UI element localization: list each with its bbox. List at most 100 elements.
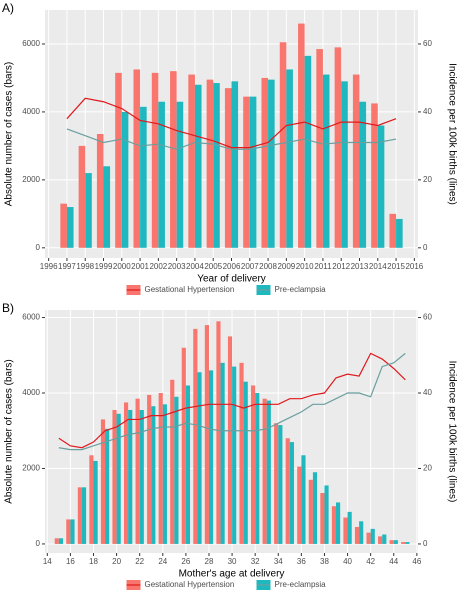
bar <box>176 101 184 248</box>
x-tick-label: 2010 <box>296 262 314 271</box>
bar <box>297 466 302 544</box>
bar <box>227 336 233 544</box>
legend-label: Gestational Hypertension <box>145 580 235 589</box>
bar <box>128 409 133 544</box>
x-axis-title: Year of delivery <box>197 274 266 285</box>
bar <box>243 96 250 248</box>
y-tick-label: 6000 <box>22 313 40 322</box>
y2-tick-label: 40 <box>423 388 432 397</box>
x-tick-label: 2004 <box>186 262 204 271</box>
bar <box>286 69 293 248</box>
y-axis-title: Absolute number of cases (bars) <box>4 62 15 207</box>
x-tick-label: 1997 <box>58 262 76 271</box>
bar <box>261 77 269 248</box>
bar <box>232 366 237 544</box>
bar <box>289 442 294 544</box>
bar <box>123 402 129 544</box>
x-axis-title: Mother's age at delivery <box>179 569 285 580</box>
x-tick-label: 2012 <box>332 262 350 271</box>
x-tick-label: 1999 <box>95 262 113 271</box>
bar <box>320 493 325 544</box>
bar <box>382 534 387 544</box>
bar <box>206 79 214 248</box>
bar <box>341 81 348 248</box>
bar <box>389 540 394 544</box>
bar <box>100 419 106 544</box>
x-tick-label: 2014 <box>369 262 387 271</box>
bar <box>312 472 318 544</box>
bar <box>54 538 59 544</box>
x-tick-label: 34 <box>274 557 283 566</box>
bar <box>396 218 403 248</box>
y2-tick-label: 40 <box>423 107 432 116</box>
bar <box>298 23 305 248</box>
y-axis-title: Absolute number of cases (bars) <box>4 359 15 504</box>
bar <box>181 347 186 544</box>
bar <box>77 487 82 544</box>
bar <box>135 398 140 544</box>
y-tick-label: 0 <box>36 243 41 252</box>
bar <box>279 42 287 248</box>
x-tick-label: 18 <box>89 557 98 566</box>
legend-label: Gestational Hypertension <box>145 285 235 294</box>
bar <box>81 487 87 544</box>
panel-label: B) <box>2 301 14 315</box>
x-tick-label: 42 <box>366 557 375 566</box>
bar <box>85 173 92 248</box>
bar <box>162 404 167 544</box>
bar <box>213 83 220 248</box>
bar <box>251 385 256 544</box>
bar <box>105 428 110 544</box>
bar <box>151 72 159 248</box>
bar <box>389 213 397 248</box>
bar <box>96 134 104 248</box>
bar <box>249 96 257 248</box>
x-tick-label: 24 <box>158 557 167 566</box>
x-tick-label: 2005 <box>204 262 222 271</box>
bar <box>115 72 122 248</box>
x-tick-label: 2000 <box>113 262 131 271</box>
bar <box>89 455 94 544</box>
bar <box>304 55 312 248</box>
legend-label: Pre-eclampsia <box>275 580 327 589</box>
bar <box>158 393 163 544</box>
bar <box>308 479 313 544</box>
bar <box>231 81 239 248</box>
bar <box>393 540 398 544</box>
bar <box>324 485 329 544</box>
bar <box>377 125 385 248</box>
x-tick-label: 32 <box>251 557 260 566</box>
bar <box>58 538 64 544</box>
bar <box>140 106 147 248</box>
bar <box>185 385 191 544</box>
bar <box>151 406 156 544</box>
bar <box>359 101 367 248</box>
incidence-line <box>66 128 397 150</box>
x-tick-label: 26 <box>181 557 190 566</box>
bar <box>112 409 117 544</box>
bar <box>70 519 75 544</box>
bar <box>216 321 221 544</box>
bar <box>170 379 175 544</box>
y-tick-label: 4000 <box>22 107 40 116</box>
bar <box>174 396 179 544</box>
x-tick-label: 20 <box>112 557 121 566</box>
x-tick-label: 2016 <box>405 262 423 271</box>
x-tick-label: 36 <box>297 557 306 566</box>
y2-axis-title: Incidence per 100k births (lines) <box>446 361 457 503</box>
bar <box>93 460 98 544</box>
x-tick-label: 30 <box>228 557 237 566</box>
bar <box>224 88 232 248</box>
y-tick-label: 2000 <box>22 175 40 184</box>
y-tick-label: 0 <box>36 539 41 548</box>
y-tick-label: 6000 <box>22 39 40 48</box>
bar <box>331 506 337 544</box>
x-tick-label: 40 <box>343 557 352 566</box>
bar <box>188 74 195 248</box>
bar <box>158 101 165 248</box>
bar <box>378 536 383 544</box>
x-tick-label: 44 <box>389 557 398 566</box>
incidence-line <box>58 352 406 449</box>
bar <box>268 79 275 248</box>
